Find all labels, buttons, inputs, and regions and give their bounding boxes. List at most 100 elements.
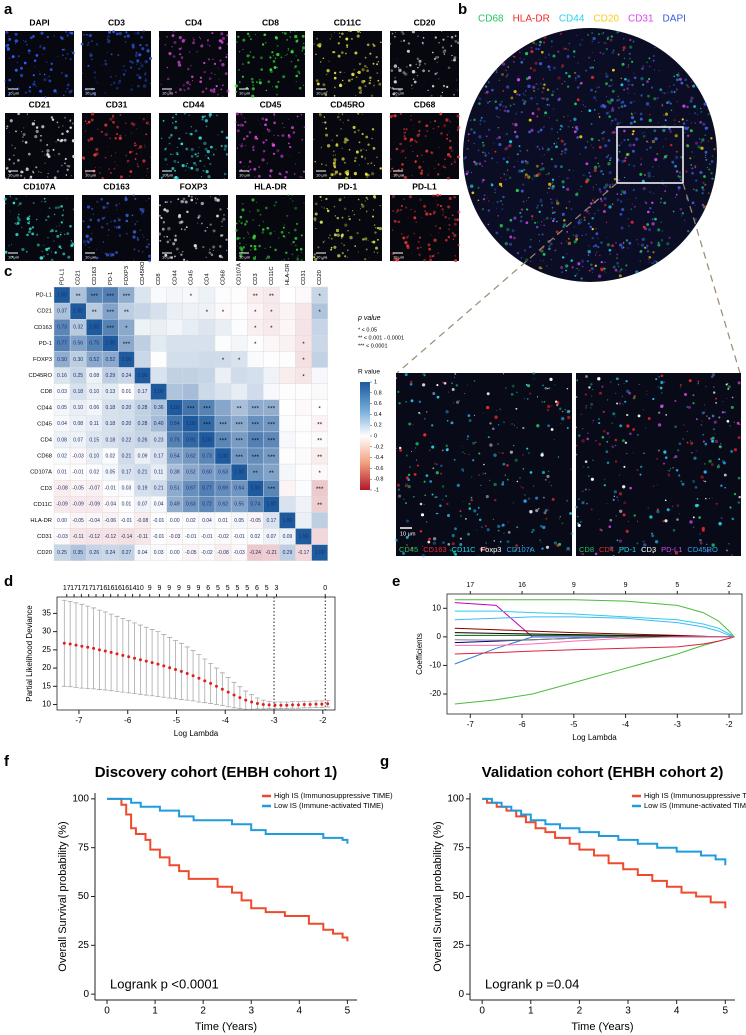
cell-signal <box>447 514 450 517</box>
cell-signal <box>642 187 646 191</box>
cell-signal <box>144 71 146 73</box>
cell-signal <box>403 498 405 500</box>
cell-signal <box>15 223 18 226</box>
cell-signal <box>221 256 224 259</box>
cell-signal <box>582 103 585 106</box>
cell-signal <box>124 41 127 43</box>
cell-signal <box>44 96 47 98</box>
cell-signal <box>333 245 337 249</box>
cell-signal <box>256 209 260 212</box>
cell-signal <box>594 212 596 215</box>
cell-signal <box>221 36 226 40</box>
cell-signal <box>443 53 446 55</box>
cell-signal <box>446 153 451 157</box>
cell-value: -0.11 <box>73 534 84 540</box>
cell-signal <box>506 109 510 113</box>
cell-signal <box>91 139 93 141</box>
cell-signal <box>496 207 498 209</box>
cell-signal <box>572 234 574 236</box>
cell-signal <box>402 236 406 240</box>
cell-signal <box>219 194 221 196</box>
cell-signal <box>535 47 538 50</box>
cell-signal <box>421 554 425 558</box>
cell-signal <box>479 123 482 125</box>
cell-signal <box>326 208 328 210</box>
cell-signal <box>642 408 645 411</box>
channel-label: PD-1 <box>619 545 636 554</box>
cell-signal <box>180 253 183 256</box>
cell-signal <box>50 116 54 119</box>
cell-signal <box>490 183 494 187</box>
cell-signal <box>629 45 633 49</box>
cell-value: -0.01 <box>105 486 117 492</box>
cell-signal <box>558 175 560 177</box>
cell-signal <box>564 408 566 411</box>
cell-signal <box>574 77 577 80</box>
cell-signal <box>598 41 600 44</box>
cell-signal <box>114 137 117 140</box>
cell-signal <box>376 63 379 66</box>
plot-frame <box>56 596 336 711</box>
tile-image <box>313 31 382 97</box>
cell-signal <box>378 226 382 231</box>
cell-signal <box>333 50 336 54</box>
cell-signal <box>504 147 508 151</box>
cell-signal <box>129 150 132 154</box>
cell-signal <box>56 170 60 173</box>
column-label: CD45 <box>188 270 194 285</box>
cell-signal <box>125 219 129 223</box>
cell-signal <box>341 147 343 150</box>
cell-signal <box>258 78 261 81</box>
cell-signal <box>286 53 288 55</box>
cell-signal <box>594 244 598 247</box>
cell-signal <box>22 132 26 137</box>
cell-signal <box>470 496 473 499</box>
cell-signal <box>551 209 553 211</box>
tile-label: CD31 <box>106 99 128 109</box>
cell-signal <box>585 233 587 236</box>
cell-signal <box>576 267 578 270</box>
cell-signal <box>138 76 142 80</box>
cell-signal <box>613 495 616 497</box>
cell-signal <box>694 165 697 168</box>
heat-cell <box>279 383 296 400</box>
cell-signal <box>126 34 130 38</box>
x-tick-label: 2 <box>577 1006 583 1017</box>
cell-signal <box>296 38 299 41</box>
cell-signal <box>541 167 545 171</box>
cell-signal <box>325 257 328 259</box>
cell-value: -0.05 <box>185 550 197 556</box>
cell-signal <box>407 235 409 237</box>
cell-value: 0.07 <box>138 502 148 508</box>
cell-signal <box>117 54 120 57</box>
cell-signal <box>447 36 449 38</box>
tile-label: CD45 <box>260 99 282 109</box>
cell-signal <box>405 128 408 131</box>
cell-signal <box>621 207 625 212</box>
cell-signal <box>733 492 737 496</box>
cell-signal <box>523 100 527 104</box>
speckles <box>234 112 306 179</box>
cell-signal <box>140 213 143 216</box>
cell-signal <box>543 83 546 86</box>
cell-signal <box>164 201 167 204</box>
scale-label: 10 μm <box>239 255 251 260</box>
cell-signal <box>321 163 323 165</box>
cell-signal <box>107 234 109 236</box>
cell-signal <box>508 156 510 159</box>
cell-signal <box>551 211 555 215</box>
cell-signal <box>428 172 430 174</box>
cell-signal <box>690 96 694 100</box>
cell-signal <box>539 198 542 201</box>
cell-signal <box>518 145 521 148</box>
cell-signal <box>452 402 454 404</box>
cell-signal <box>491 88 494 92</box>
mean-point <box>296 703 300 707</box>
cell-value: 0.09 <box>138 453 148 459</box>
cell-signal <box>708 417 711 420</box>
cell-signal <box>629 121 633 125</box>
cell-value: 0.04 <box>138 550 148 556</box>
cell-signal <box>236 236 240 240</box>
cell-signal <box>545 264 548 267</box>
cell-signal <box>389 158 392 161</box>
